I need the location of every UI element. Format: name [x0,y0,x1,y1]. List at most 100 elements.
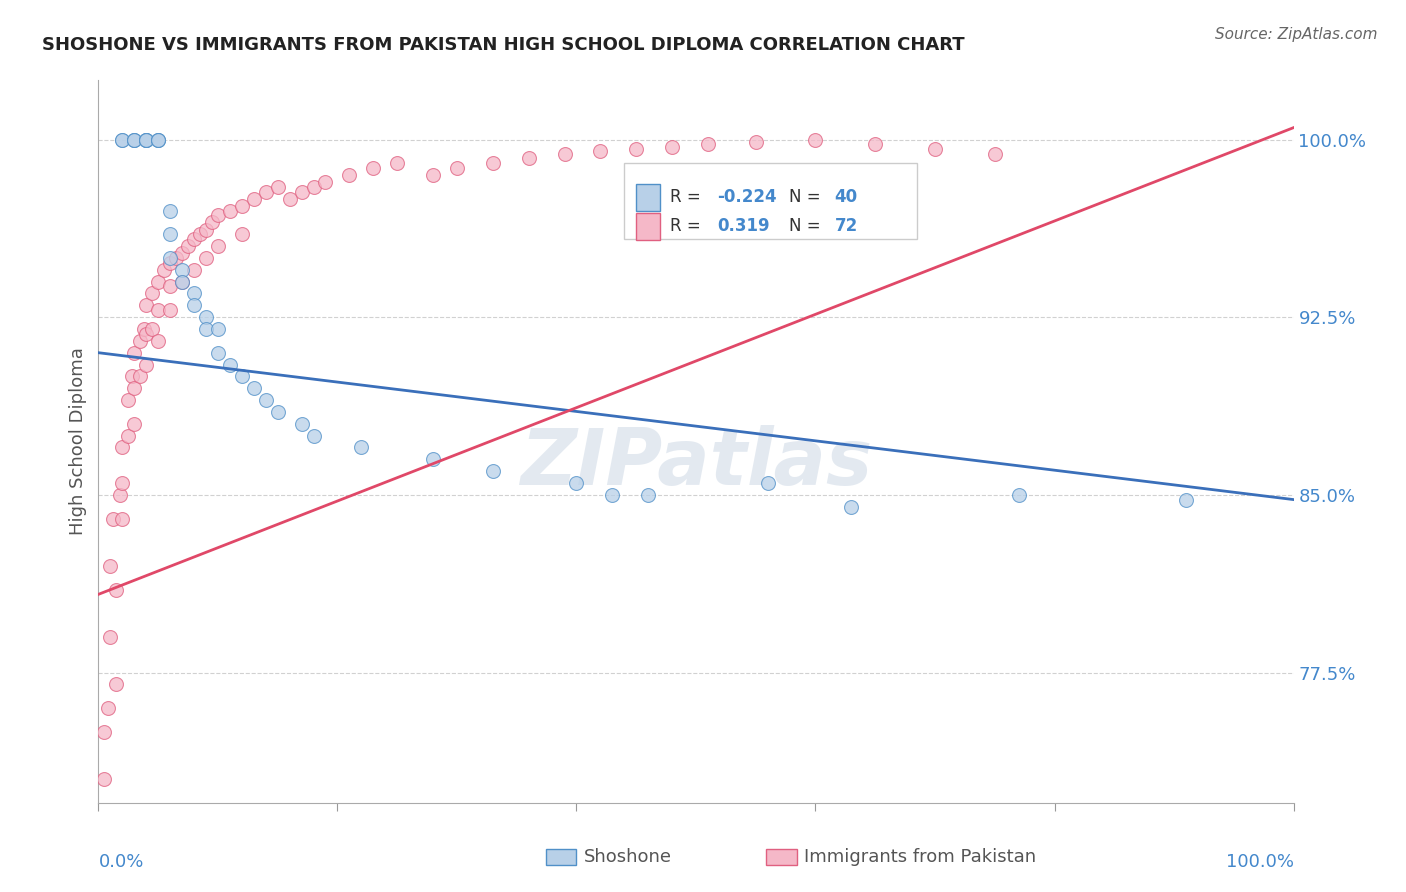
Point [231,227,253,242]
Text: ZIPatlas: ZIPatlas [520,425,872,501]
Point [124,132,146,146]
Point [93,724,115,739]
Point [135,298,157,312]
Point [165,251,187,265]
Point [159,303,181,318]
Point [385,156,409,170]
Point [135,326,157,341]
Point [195,322,218,336]
Point [148,334,170,348]
Point [697,137,720,152]
Point [350,441,373,455]
Point [422,168,444,182]
Point [841,500,863,514]
Point [302,428,325,442]
Text: R =: R = [669,188,706,206]
Point [159,251,181,265]
Point [148,132,170,146]
Point [93,772,115,786]
Point [129,369,152,384]
Point [267,405,290,419]
Y-axis label: High School Diploma: High School Diploma [69,348,87,535]
Point [141,322,163,336]
Point [254,393,277,408]
Point [207,322,229,336]
Point [159,255,181,269]
Point [135,358,157,372]
Bar [637,184,661,211]
Point [135,132,157,146]
Point [98,630,122,644]
Point [183,262,205,277]
Text: 100.0%: 100.0% [1226,854,1294,871]
Point [132,322,155,336]
Point [243,192,266,206]
Point [124,345,146,359]
Point [637,488,659,502]
Point [481,156,505,170]
Point [291,185,314,199]
Point [159,279,181,293]
Point [201,215,224,229]
Point [195,310,218,325]
Point [98,558,122,573]
Point [188,227,211,242]
Point [339,168,361,182]
Text: 40: 40 [835,188,858,206]
Point [183,286,205,301]
Point [207,345,229,359]
Bar [624,163,917,239]
Point [97,701,120,715]
Point [565,475,588,490]
Point [135,132,157,146]
Point [111,511,134,525]
Point [124,132,146,146]
Point [745,135,768,149]
Text: N =: N = [789,218,827,235]
Point [195,251,218,265]
Text: 0.319: 0.319 [717,218,770,235]
Point [117,393,139,408]
Point [278,192,301,206]
Point [554,146,576,161]
Text: Immigrants from Pakistan: Immigrants from Pakistan [804,848,1036,866]
Point [207,208,229,222]
Point [159,227,181,242]
Point [302,180,325,194]
Point [172,275,194,289]
Point [153,262,176,277]
Point [243,381,266,395]
Point [446,161,468,175]
Point [148,132,170,146]
Point [124,132,146,146]
Point [135,132,157,146]
Point [111,475,134,490]
Point [117,428,139,442]
Point [148,132,170,146]
Text: 0.0%: 0.0% [98,854,143,871]
Point [363,161,385,175]
Point [219,203,242,218]
Point [589,145,612,159]
Point [172,275,194,289]
Point [804,132,827,146]
Point [661,139,683,153]
Point [422,452,444,467]
Point [481,464,505,478]
Point [517,152,540,166]
Point [626,142,648,156]
Point [984,146,1007,161]
Point [111,132,134,146]
Text: R =: R = [669,218,706,235]
Point [172,262,194,277]
Point [105,677,128,691]
Point [141,286,163,301]
Point [121,369,143,384]
Point [207,239,229,253]
Point [865,137,887,152]
Point [756,475,779,490]
Point [124,417,146,431]
Point [254,185,277,199]
Point [183,298,205,312]
Text: SHOSHONE VS IMMIGRANTS FROM PAKISTAN HIGH SCHOOL DIPLOMA CORRELATION CHART: SHOSHONE VS IMMIGRANTS FROM PAKISTAN HIG… [42,36,965,54]
